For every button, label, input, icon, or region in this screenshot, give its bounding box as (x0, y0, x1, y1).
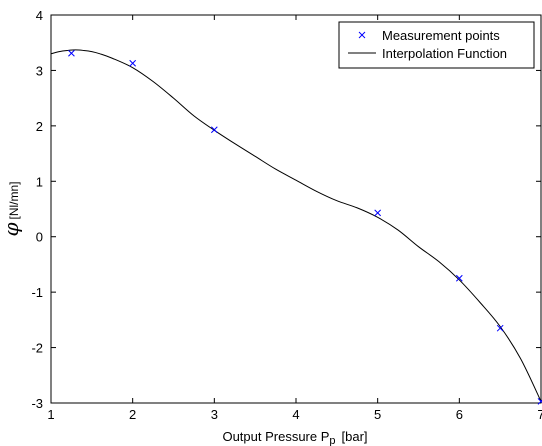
y-axis-label-symbol: φ (0, 223, 23, 237)
legend-entry-measurement: Measurement points (382, 28, 500, 43)
y-axis-label-unit: [Nl/mn] (7, 181, 21, 219)
interpolation-line (50, 49, 542, 402)
measurement-point (68, 49, 75, 57)
x-axis-label-main: Output Pressure P (222, 429, 329, 444)
x-tick-label: 7 (537, 407, 542, 422)
y-tick-label: 0 (36, 230, 43, 245)
legend-entry-interpolation: Interpolation Function (382, 46, 507, 61)
x-axis-label: Output Pressure Pp [bar] (222, 429, 367, 446)
x-tick-label: 6 (456, 407, 463, 422)
legend-marker-icon (358, 31, 366, 39)
y-tick-label: -1 (31, 285, 43, 300)
measurement-point (374, 209, 382, 217)
y-tick-label: 3 (36, 63, 43, 78)
interpolation-layer (50, 49, 542, 402)
legend-x-marker (358, 31, 366, 39)
y-tick-label: 1 (36, 174, 43, 189)
y-tick-label: -2 (31, 341, 43, 356)
x-axis: 1 2 3 4 5 6 7 (47, 15, 542, 422)
y-tick-label: -3 (31, 396, 43, 411)
x-axis-label-sub: p (329, 435, 335, 446)
x-tick-label: 4 (292, 407, 299, 422)
x-tick-label: 5 (374, 407, 381, 422)
y-axis-label: φ [Nl/mn] (0, 181, 23, 236)
legend-box (338, 21, 535, 69)
y-tick-label: 4 (36, 8, 43, 23)
measurement-point (455, 274, 463, 282)
measurement-layer (68, 49, 542, 405)
measurement-point (537, 397, 542, 405)
x-tick-label: 1 (47, 407, 54, 422)
x-axis-label-unit: [bar] (342, 429, 368, 444)
x-tick-label: 2 (129, 407, 136, 422)
x-tick-label: 3 (211, 407, 218, 422)
measurement-point (496, 324, 504, 332)
plot-area (50, 14, 542, 404)
measurement-point (210, 126, 218, 134)
measurement-point (129, 59, 137, 67)
y-axis: -3 -2 -1 0 1 2 3 4 (31, 8, 541, 411)
legend: Measurement points Interpolation Functio… (338, 21, 535, 69)
y-tick-label: 2 (36, 119, 43, 134)
svg-text:φ[Nl/mn]: φ [Nl/mn] (0, 181, 23, 236)
